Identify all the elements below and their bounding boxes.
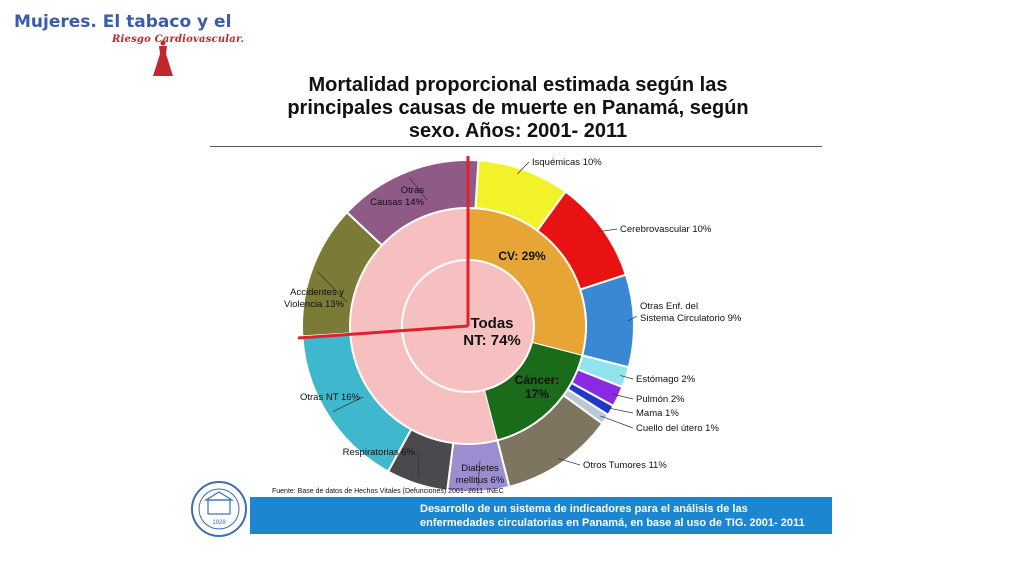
outer-label: Respiratorias 6% [343,447,416,458]
title-divider [210,146,822,147]
inner-label: CV: 29% [498,249,546,263]
leader-line [317,271,348,303]
leader-line [597,228,618,233]
footer-banner: Desarrollo de un sistema de indicadores … [250,497,832,534]
red-dress-icon [153,40,173,76]
outer-label: Cerebrovascular 10% [620,224,712,235]
chart-title-line: principales causas de muerte en Panamá, … [287,97,749,119]
outer-label: Otras Causas 14% [370,185,424,208]
leader-line [620,375,634,380]
chart-title-line: Mortalidad proporcional estimada según l… [308,74,728,96]
leader-line [417,451,419,479]
banner-line: Desarrollo de un sistema de indicadores … [420,503,748,515]
brand-subtitle: Riesgo Cardiovascular. [112,34,245,45]
outer-label: Pulmón 2% [636,394,685,405]
source-note: Fuente: Base de datos de Hechos Vitales … [272,488,504,495]
outer-label: Otras Enf. del Sistema Circulatorio 9% [640,301,742,324]
leader-line [612,393,634,400]
leader-line [605,407,634,414]
outer-label: Otros Tumores 11% [583,460,667,471]
outer-label: Accidentes y Violencia 13% [284,287,345,310]
outer-label: Isquémicas 10% [532,157,602,168]
leader-line [408,177,428,201]
outer-label: Diabetes mellitus 6% [456,463,505,486]
leader-line [627,315,638,322]
outer-ring-segment [578,273,635,369]
outer-label: Estómago 2% [636,374,696,385]
chart-title-line: sexo. Años: 2001- 2011 [408,120,628,142]
seal-year: 1928 [212,520,226,526]
institution-seal-icon: 1928 [191,481,247,537]
outer-ring-segment [345,159,480,247]
brand-title: Mujeres. El tabaco y el [14,12,232,32]
leader-line [332,396,364,413]
highlight-line-horizontal [297,324,469,340]
outer-label: Cuello del útero 1% [636,423,719,434]
leader-line [517,161,530,175]
leader-line [557,457,581,466]
chart-title: Mortalidad proporcional estimada según l… [212,74,824,143]
center-label: Todas NT: 74% [463,315,521,349]
banner-line: enfermedades circulatorias en Panamá, en… [420,517,805,529]
leader-line [477,460,481,486]
outer-label: Otras NT 16% [300,392,361,403]
inner-label: Cáncer: 17% [515,373,560,401]
leader-line [600,415,634,429]
outer-label: Mama 1% [636,408,679,419]
